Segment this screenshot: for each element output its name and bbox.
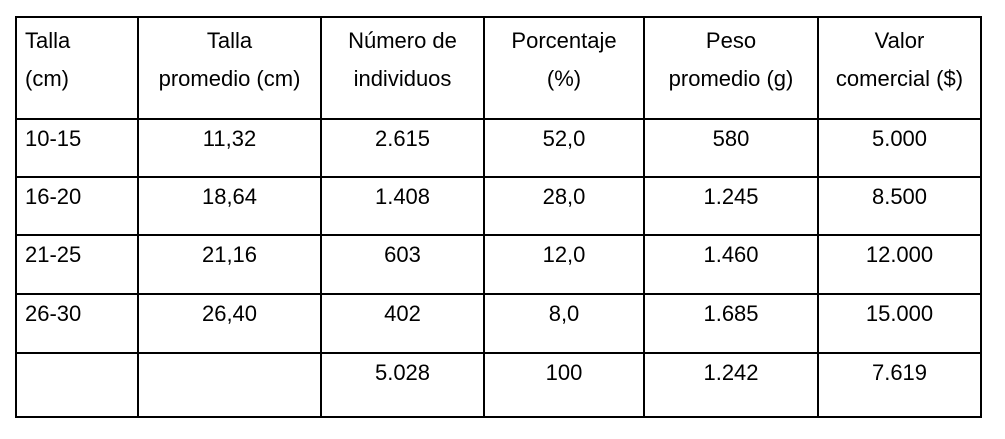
cell-talla-promedio: 11,32 <box>137 118 322 178</box>
header-talla-cm: Talla (cm) <box>15 16 139 120</box>
cell-porcentaje: 12,0 <box>483 234 645 295</box>
header-line: promedio (cm) <box>158 66 301 91</box>
header-numero-individuos: Número de individuos <box>320 16 485 120</box>
header-line: Porcentaje <box>511 28 617 53</box>
totals-row: 5.028 100 1.242 7.619 <box>15 352 982 418</box>
header-line: individuos <box>353 66 452 91</box>
header-line: Valor <box>874 28 925 53</box>
cell-promedio-peso: 1.242 <box>643 352 819 418</box>
cell-talla-range: 10-15 <box>15 118 139 178</box>
data-table: Talla (cm) Talla promedio (cm) Número de… <box>15 16 982 418</box>
header-line: Número de <box>348 28 457 53</box>
cell-peso-promedio: 580 <box>643 118 819 178</box>
cell-numero-individuos: 402 <box>320 293 485 354</box>
cell-talla-promedio: 26,40 <box>137 293 322 354</box>
cell-numero-individuos: 603 <box>320 234 485 295</box>
cell-talla-range: 21-25 <box>15 234 139 295</box>
header-line: Peso <box>705 28 757 53</box>
cell-total-porcentaje: 100 <box>483 352 645 418</box>
cell-promedio-valor: 7.619 <box>817 352 982 418</box>
cell-talla-promedio: 21,16 <box>137 234 322 295</box>
cell-numero-individuos: 2.615 <box>320 118 485 178</box>
header-peso-promedio: Peso promedio (g) <box>643 16 819 120</box>
cell-porcentaje: 28,0 <box>483 176 645 236</box>
header-line: (%) <box>546 66 582 91</box>
cell-numero-individuos: 1.408 <box>320 176 485 236</box>
cell-porcentaje: 8,0 <box>483 293 645 354</box>
header-line: (cm) <box>25 66 69 91</box>
cell-empty <box>137 352 322 418</box>
cell-valor-comercial: 12.000 <box>817 234 982 295</box>
cell-talla-promedio: 18,64 <box>137 176 322 236</box>
table-row: 26-30 26,40 402 8,0 1.685 15.000 <box>15 293 982 354</box>
cell-porcentaje: 52,0 <box>483 118 645 178</box>
cell-total-individuos: 5.028 <box>320 352 485 418</box>
table-row: 10-15 11,32 2.615 52,0 580 5.000 <box>15 118 982 178</box>
header-line: Talla <box>25 28 71 53</box>
cell-valor-comercial: 5.000 <box>817 118 982 178</box>
table-row: 16-20 18,64 1.408 28,0 1.245 8.500 <box>15 176 982 236</box>
header-talla-promedio: Talla promedio (cm) <box>137 16 322 120</box>
cell-valor-comercial: 8.500 <box>817 176 982 236</box>
header-line: comercial ($) <box>835 66 964 91</box>
cell-talla-range: 26-30 <box>15 293 139 354</box>
cell-valor-comercial: 15.000 <box>817 293 982 354</box>
cell-peso-promedio: 1.245 <box>643 176 819 236</box>
header-line: Talla <box>206 28 253 53</box>
header-porcentaje: Porcentaje (%) <box>483 16 645 120</box>
cell-peso-promedio: 1.460 <box>643 234 819 295</box>
header-valor-comercial: Valor comercial ($) <box>817 16 982 120</box>
header-line: promedio (g) <box>668 66 794 91</box>
cell-peso-promedio: 1.685 <box>643 293 819 354</box>
table-row: 21-25 21,16 603 12,0 1.460 12.000 <box>15 234 982 295</box>
cell-empty <box>15 352 139 418</box>
table-header-row: Talla (cm) Talla promedio (cm) Número de… <box>15 16 982 120</box>
cell-talla-range: 16-20 <box>15 176 139 236</box>
